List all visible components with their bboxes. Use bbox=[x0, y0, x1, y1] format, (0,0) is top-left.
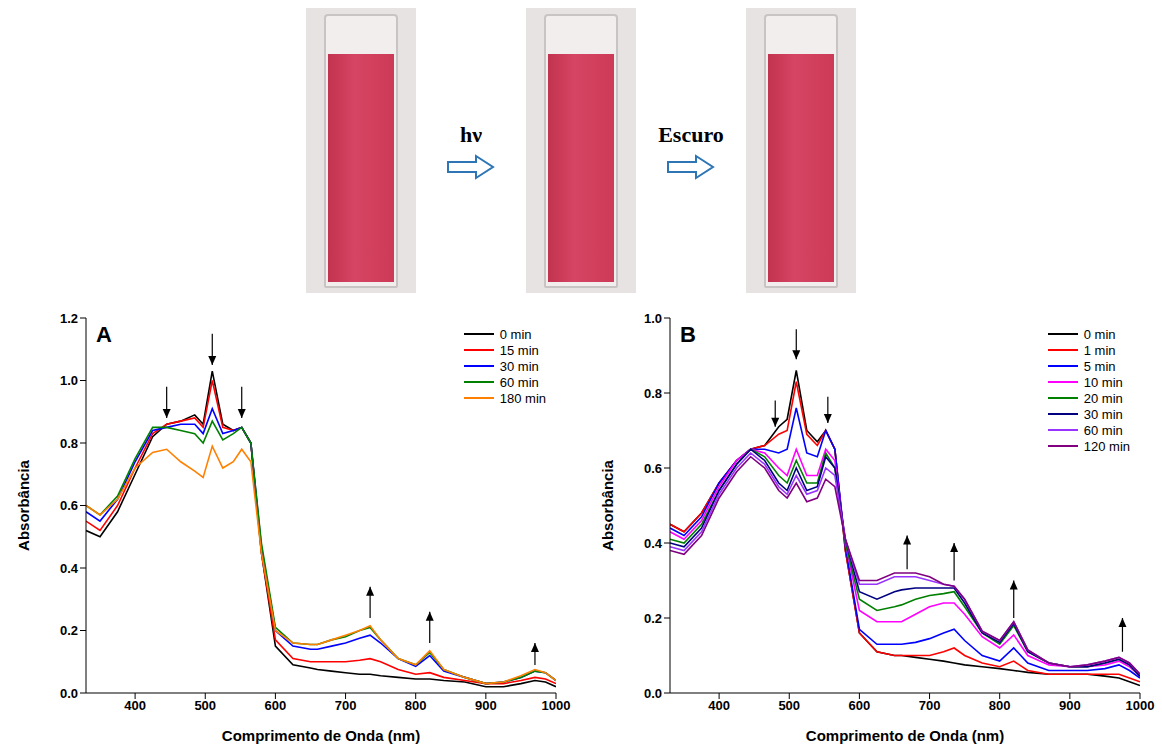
svg-text:Comprimento de Onda (nm): Comprimento de Onda (nm) bbox=[806, 727, 1004, 744]
svg-text:0.0: 0.0 bbox=[60, 686, 78, 701]
svg-text:700: 700 bbox=[335, 698, 357, 713]
svg-text:800: 800 bbox=[989, 698, 1011, 713]
svg-text:Absorbância: Absorbância bbox=[15, 459, 32, 551]
svg-text:700: 700 bbox=[919, 698, 941, 713]
svg-text:1000: 1000 bbox=[542, 698, 571, 713]
svg-text:0.2: 0.2 bbox=[60, 623, 78, 638]
svg-text:0.2: 0.2 bbox=[644, 611, 662, 626]
html-text:60 min: 60 min bbox=[1083, 422, 1123, 438]
svg-text:0.4: 0.4 bbox=[644, 536, 663, 551]
svg-text:0.0: 0.0 bbox=[644, 686, 662, 701]
svg-text:0.6: 0.6 bbox=[60, 498, 78, 513]
svg-text:0.8: 0.8 bbox=[60, 436, 78, 451]
svg-text:1.0: 1.0 bbox=[60, 373, 78, 388]
svg-text:600: 600 bbox=[849, 698, 871, 713]
html-text:60 min: 60 min bbox=[499, 374, 539, 390]
html-text:120 min: 120 min bbox=[1083, 438, 1130, 454]
html-text:10 min: 10 min bbox=[1083, 374, 1123, 390]
html-text:20 min: 20 min bbox=[1083, 390, 1123, 406]
svg-text:Absorbância: Absorbância bbox=[599, 459, 616, 551]
html-text:0 min: 0 min bbox=[1083, 326, 1116, 342]
html-text:180 min: 180 min bbox=[499, 390, 546, 406]
html-text:1 min: 1 min bbox=[1083, 342, 1116, 358]
html-text:hν: hν bbox=[460, 121, 482, 147]
html-text:B: B bbox=[680, 322, 696, 347]
svg-text:400: 400 bbox=[124, 698, 146, 713]
html-text:A: A bbox=[96, 322, 112, 347]
svg-text:1000: 1000 bbox=[1126, 698, 1155, 713]
html-text:15 min: 15 min bbox=[499, 342, 539, 358]
svg-text:600: 600 bbox=[265, 698, 287, 713]
svg-text:500: 500 bbox=[778, 698, 800, 713]
html-text:Escuro: Escuro bbox=[658, 121, 724, 147]
svg-text:Comprimento de Onda (nm): Comprimento de Onda (nm) bbox=[222, 727, 420, 744]
html-text:30 min: 30 min bbox=[1083, 406, 1123, 422]
svg-text:0.4: 0.4 bbox=[60, 561, 79, 576]
html-text:0 min: 0 min bbox=[499, 326, 532, 342]
svg-text:1.0: 1.0 bbox=[644, 311, 662, 326]
svg-text:0.8: 0.8 bbox=[644, 386, 662, 401]
svg-text:500: 500 bbox=[194, 698, 216, 713]
html-text:30 min: 30 min bbox=[499, 358, 539, 374]
svg-text:800: 800 bbox=[405, 698, 427, 713]
html-text:5 min: 5 min bbox=[1083, 358, 1116, 374]
svg-text:0.6: 0.6 bbox=[644, 461, 662, 476]
svg-text:900: 900 bbox=[475, 698, 497, 713]
svg-text:400: 400 bbox=[708, 698, 730, 713]
svg-text:900: 900 bbox=[1059, 698, 1081, 713]
svg-text:1.2: 1.2 bbox=[60, 311, 78, 326]
